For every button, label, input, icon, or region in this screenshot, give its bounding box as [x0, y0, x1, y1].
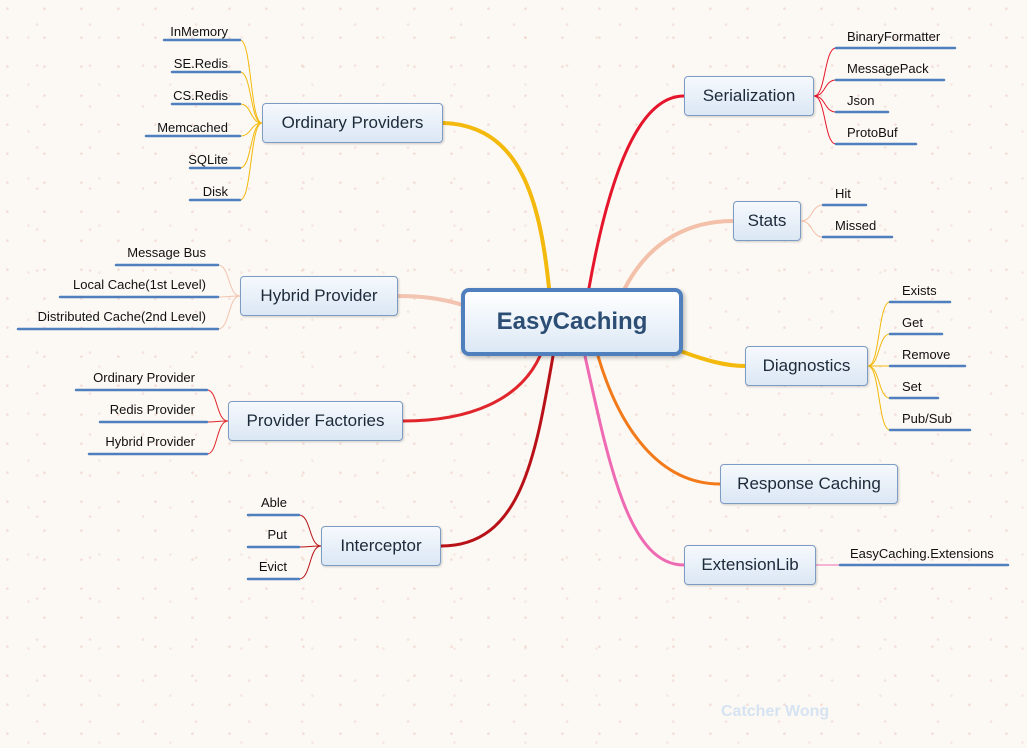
leaf-sqlite[interactable]: SQLite [188, 152, 228, 167]
connector-leaf-ordinary [239, 103, 263, 124]
connector-leaf-ordinary [239, 71, 263, 124]
leaf-json[interactable]: Json [847, 93, 875, 108]
connector-leaf-factories [206, 420, 229, 455]
leaf-evict[interactable]: Evict [258, 559, 287, 574]
leaf-missed[interactable]: Missed [835, 218, 877, 233]
connector-leaf-stats [800, 220, 824, 238]
connector-leaf-hybrid [217, 295, 241, 330]
connector-hybrid [396, 294, 465, 307]
connector-stats [623, 219, 735, 290]
connector-leaf-diagnostics [867, 365, 891, 431]
branch-hybrid-provider[interactable]: Hybrid Provider [240, 276, 398, 316]
leaf-inmemory[interactable]: InMemory [170, 24, 228, 39]
connector-leaf-interceptor [298, 545, 322, 580]
leaf-able[interactable]: Able [260, 495, 287, 510]
branch-serialization[interactable]: Serialization [684, 76, 814, 116]
leaf-messagepack[interactable]: MessagePack [847, 61, 929, 76]
branch-response-caching[interactable]: Response Caching [720, 464, 898, 504]
leaf-binaryformatter[interactable]: BinaryFormatter [847, 29, 941, 44]
connector-leaf-diagnostics [867, 333, 891, 367]
connector-leaf-hybrid [217, 295, 241, 298]
leaf-hit[interactable]: Hit [835, 186, 851, 201]
leaf-disk[interactable]: Disk [202, 184, 228, 199]
leaf-cs-redis[interactable]: CS.Redis [173, 88, 228, 103]
leaf-exists[interactable]: Exists [902, 283, 937, 298]
connector-serialization [587, 94, 686, 290]
connector-response [596, 354, 722, 486]
watermark: Catcher Wong [721, 703, 830, 720]
leaf-redis-provider[interactable]: Redis Provider [109, 402, 195, 417]
leaf-local-cache[interactable]: Local Cache(1st Level) [73, 277, 206, 292]
connector-leaf-serialization [813, 47, 837, 97]
branch-extensionlib[interactable]: ExtensionLib [684, 545, 816, 585]
branch-provider-factories[interactable]: Provider Factories [228, 401, 403, 441]
leaf-put[interactable]: Put [267, 527, 287, 542]
leaf-pub-sub[interactable]: Pub/Sub [902, 411, 952, 426]
leaf-remove[interactable]: Remove [902, 347, 951, 362]
connector-leaf-stats [800, 204, 824, 222]
branch-stats[interactable]: Stats [733, 201, 801, 241]
leaf-hybrid-provider[interactable]: Hybrid Provider [105, 434, 195, 449]
connector-extensionlib [583, 354, 686, 567]
connector-leaf-diagnostics [867, 301, 891, 367]
leaf-message-bus[interactable]: Message Bus [127, 245, 206, 260]
connector-leaf-ordinary [239, 122, 263, 201]
branch-ordinary-providers[interactable]: Ordinary Providers [262, 103, 443, 143]
connector-ordinary [441, 121, 551, 290]
connector-leaf-interceptor [298, 514, 322, 547]
branch-diagnostics[interactable]: Diagnostics [745, 346, 868, 386]
connector-leaf-serialization [813, 95, 837, 145]
leaf-ordinary-provider[interactable]: Ordinary Provider [93, 370, 195, 385]
leaf-protobuf[interactable]: ProtoBuf [847, 125, 898, 140]
connector-leaf-interceptor [298, 545, 322, 548]
connector-leaf-diagnostics [867, 365, 891, 399]
connector-leaf-factories [206, 389, 229, 422]
leaf-get[interactable]: Get [902, 315, 923, 330]
leaf-distributed-cache[interactable]: Distributed Cache(2nd Level) [37, 309, 206, 324]
connector-diagnostics [681, 350, 747, 368]
leaf-set[interactable]: Set [902, 379, 922, 394]
central-topic[interactable]: EasyCaching [461, 288, 683, 356]
leaf-se-redis[interactable]: SE.Redis [173, 56, 228, 71]
connector-leaf-factories [206, 420, 229, 423]
branch-interceptor[interactable]: Interceptor [321, 526, 441, 566]
connector-interceptor [439, 354, 555, 548]
connector-leaf-hybrid [217, 264, 241, 297]
connector-leaf-serialization [813, 95, 837, 113]
connector-factories [401, 354, 542, 423]
connector-leaf-serialization [813, 79, 837, 97]
leaf-easycaching-extensions[interactable]: EasyCaching.Extensions [850, 546, 994, 561]
connector-leaf-ordinary [239, 39, 263, 124]
leaf-memcached[interactable]: Memcached [157, 120, 228, 135]
